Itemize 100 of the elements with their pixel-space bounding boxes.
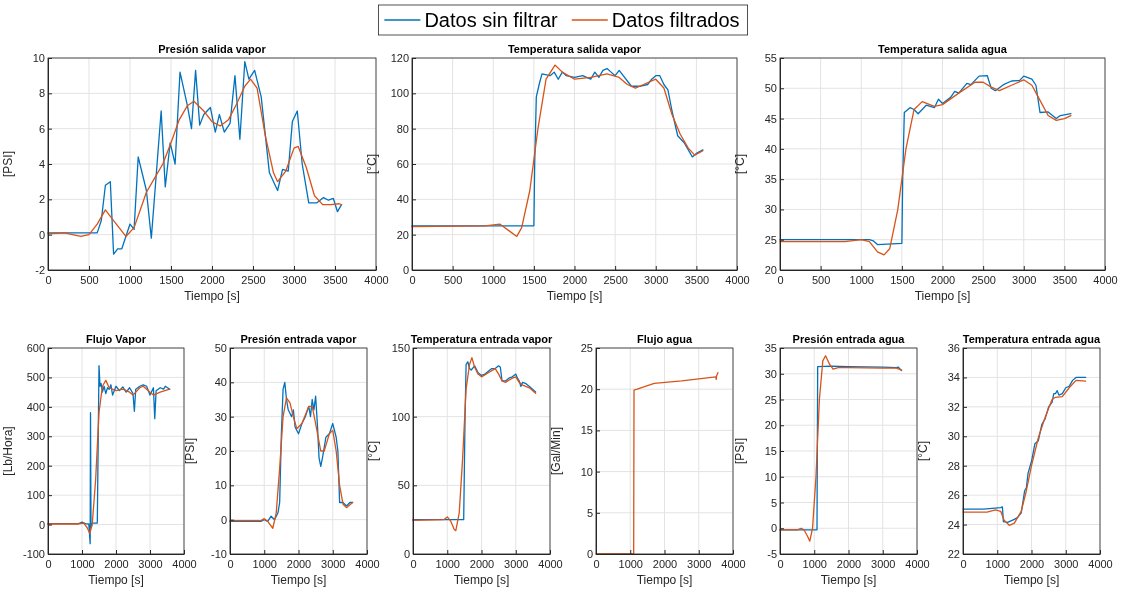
x-tick-label: 500	[80, 274, 99, 286]
y-tick-label: 10	[580, 465, 593, 478]
y-tick-label: 500	[26, 371, 45, 384]
y-tick-label: 8	[38, 87, 45, 100]
y-tick-label: 2	[38, 193, 45, 206]
y-tick-label: 40	[764, 142, 777, 155]
y-tick-label: 150	[391, 342, 410, 355]
x-tick-label: 2000	[562, 274, 588, 286]
x-tick-label: 1000	[618, 558, 643, 570]
y-tick-label: 0	[38, 228, 45, 241]
x-axis-title: Tiempo [s]	[914, 289, 971, 303]
x-tick-label: 3000	[1054, 558, 1079, 570]
x-tick-label: 3500	[323, 274, 348, 286]
y-tick-label: 100	[391, 410, 410, 423]
x-tick-label: 1000	[802, 558, 827, 570]
y-axis-title: [°C]	[733, 153, 747, 175]
x-tick-label: 3000	[138, 558, 163, 570]
y-axis-title: [PSI]	[733, 437, 747, 465]
y-axis-title: [PSI]	[183, 437, 197, 465]
y-tick-label: 0	[402, 264, 409, 277]
y-tick-label: 30	[214, 410, 227, 423]
y-tick-label: 5	[770, 496, 777, 509]
chart-title: Presión salida vapor	[158, 43, 267, 55]
x-axis-title: Tiempo [s]	[820, 573, 877, 587]
y-tick-label: 200	[26, 459, 45, 472]
x-tick-label: 3500	[684, 274, 710, 286]
x-axis-title: Tiempo [s]	[636, 573, 693, 587]
x-tick-label: 1500	[890, 274, 915, 286]
y-tick-label: 50	[397, 479, 410, 492]
x-axis-title: Tiempo [s]	[453, 573, 510, 587]
y-tick-label: 24	[947, 518, 960, 531]
x-tick-label: 2000	[1019, 558, 1045, 570]
y-tick-label: 50	[764, 82, 777, 95]
y-tick-label: 35	[764, 173, 777, 186]
y-tick-label: 10	[214, 479, 227, 492]
y-tick-label: 0	[403, 548, 410, 561]
y-tick-label: 100	[390, 87, 409, 100]
y-axis-title: [Lb/Hora]	[1, 426, 15, 476]
line-series	[47, 78, 343, 238]
y-tick-label: 25	[764, 233, 777, 246]
y-tick-label: 0	[220, 513, 227, 526]
y-tick-label: 20	[580, 383, 593, 396]
x-tick-label: 1000	[481, 274, 506, 286]
y-axis-title: [PSI]	[1, 150, 15, 178]
x-tick-label: 2500	[603, 274, 628, 286]
x-tick-label: 1000	[435, 558, 460, 570]
x-tick-label: 4000	[355, 558, 380, 570]
y-tick-label: 80	[396, 122, 409, 135]
x-axis-title: Tiempo [s]	[546, 289, 603, 303]
y-tick-label: 120	[390, 52, 409, 65]
y-axis-title: [Gal/Min]	[549, 426, 563, 476]
y-tick-label: 30	[764, 367, 777, 380]
y-tick-label: 10	[764, 470, 777, 483]
chart-title: Temperatura entrada agua	[962, 333, 1102, 345]
y-tick-label: 600	[26, 342, 45, 355]
x-tick-label: 2000	[200, 274, 225, 286]
x-tick-label: 2500	[241, 274, 266, 286]
y-tick-label: -10	[211, 548, 227, 561]
chart-title: Presión entrada agua	[792, 333, 906, 345]
y-tick-label: 5	[586, 506, 593, 519]
y-tick-label: 4	[38, 158, 45, 171]
x-tick-label: 4000	[364, 274, 389, 286]
y-tick-label: 36	[947, 342, 960, 355]
x-tick-label: 1500	[522, 274, 547, 286]
x-axis-title: Tiempo [s]	[1003, 573, 1060, 587]
y-tick-label: 26	[947, 489, 960, 502]
x-axis-title: Tiempo [s]	[270, 573, 327, 587]
x-tick-label: 4000	[538, 558, 563, 570]
y-tick-label: 20	[764, 419, 777, 432]
y-tick-label: 15	[764, 445, 777, 458]
x-tick-label: 500	[443, 274, 463, 286]
y-tick-label: 25	[764, 393, 777, 406]
x-tick-label: 2000	[104, 558, 129, 570]
y-tick-label: 30	[947, 430, 960, 443]
x-tick-label: 1000	[70, 558, 95, 570]
y-tick-label: 32	[947, 400, 960, 413]
y-tick-label: 300	[26, 430, 45, 443]
x-tick-label: 1000	[118, 274, 143, 286]
x-axis-title: Tiempo [s]	[88, 573, 144, 587]
x-tick-label: 500	[811, 274, 831, 286]
x-tick-label: 3000	[321, 558, 346, 570]
y-tick-label: 0	[38, 518, 45, 531]
x-tick-label: 2000	[286, 558, 312, 570]
y-tick-label: 45	[764, 112, 777, 125]
x-tick-label: 3500	[1052, 274, 1078, 286]
y-axis-title: [°C]	[365, 153, 379, 175]
y-tick-label: 100	[26, 489, 45, 502]
x-tick-label: 4000	[905, 558, 930, 570]
y-tick-label: 22	[947, 548, 960, 561]
chart-title: Temperatura salida vapor	[507, 43, 642, 55]
chart-title: Flujo Vapor	[86, 333, 147, 345]
x-tick-label: 4000	[1093, 274, 1118, 286]
x-tick-label: 2000	[469, 558, 495, 570]
y-tick-label: -5	[767, 548, 777, 561]
y-tick-label: 400	[26, 400, 45, 413]
y-tick-label: 55	[764, 52, 777, 65]
y-tick-label: 15	[580, 424, 593, 437]
line-series	[47, 60, 343, 255]
y-tick-label: 60	[396, 158, 409, 171]
y-tick-label: 40	[214, 376, 227, 389]
